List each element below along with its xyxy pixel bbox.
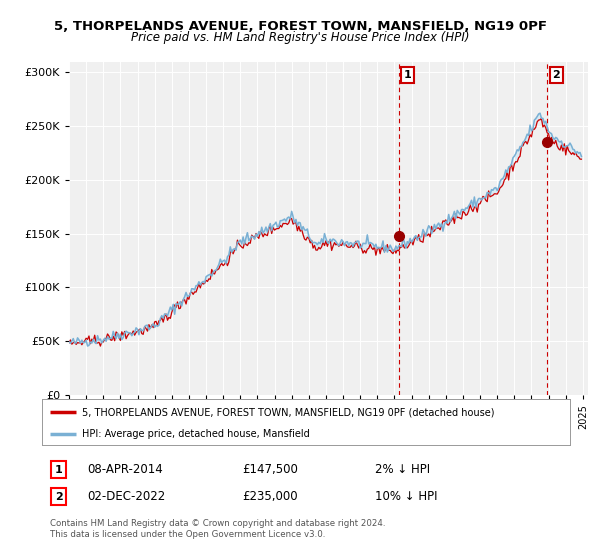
Text: 08-APR-2014: 08-APR-2014 bbox=[87, 463, 163, 477]
Text: 2: 2 bbox=[55, 492, 63, 502]
Text: 1: 1 bbox=[55, 465, 63, 475]
Text: 1: 1 bbox=[404, 70, 412, 80]
Text: 5, THORPELANDS AVENUE, FOREST TOWN, MANSFIELD, NG19 0PF (detached house): 5, THORPELANDS AVENUE, FOREST TOWN, MANS… bbox=[82, 407, 494, 417]
Text: £235,000: £235,000 bbox=[242, 491, 298, 503]
Text: HPI: Average price, detached house, Mansfield: HPI: Average price, detached house, Mans… bbox=[82, 429, 310, 438]
Text: 02-DEC-2022: 02-DEC-2022 bbox=[87, 491, 165, 503]
Text: £147,500: £147,500 bbox=[242, 463, 299, 477]
Text: Price paid vs. HM Land Registry's House Price Index (HPI): Price paid vs. HM Land Registry's House … bbox=[131, 31, 469, 44]
Text: Contains HM Land Registry data © Crown copyright and database right 2024.
This d: Contains HM Land Registry data © Crown c… bbox=[50, 519, 385, 539]
Text: 2: 2 bbox=[553, 70, 560, 80]
Text: 2% ↓ HPI: 2% ↓ HPI bbox=[374, 463, 430, 477]
Text: 5, THORPELANDS AVENUE, FOREST TOWN, MANSFIELD, NG19 0PF: 5, THORPELANDS AVENUE, FOREST TOWN, MANS… bbox=[53, 20, 547, 32]
Text: 10% ↓ HPI: 10% ↓ HPI bbox=[374, 491, 437, 503]
